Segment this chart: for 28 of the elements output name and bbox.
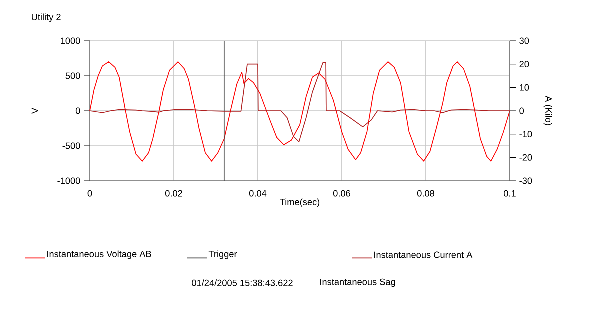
y2-axis-title: A (Kilo) <box>544 96 552 126</box>
legend-label: Instantaneous Current A <box>374 252 473 258</box>
legend-label: Instantaneous Voltage AB <box>48 250 152 260</box>
x-tick-label: 0.04 <box>249 190 267 197</box>
y-tick-label: -500 <box>62 142 80 150</box>
x-tick-label: 0.06 <box>333 190 350 197</box>
line-series <box>90 62 510 142</box>
y2-tick-label: -10 <box>520 131 532 138</box>
y-tick-label: 1000 <box>61 38 80 44</box>
x-axis-title: Time(sec) <box>280 198 320 208</box>
x-tick-label: 0.1 <box>504 190 516 197</box>
text: 01/24/2005 15:38:43.622 <box>192 280 293 286</box>
y2-tick-label: 30 <box>520 38 530 44</box>
y2-tick-label: -30 <box>520 178 532 184</box>
y2-tick-label: 10 <box>520 84 530 91</box>
y-axis-title: V <box>32 108 38 114</box>
x-tick-label: 0.02 <box>165 190 182 197</box>
x-tick-label: 0.08 <box>417 190 434 197</box>
text: Instantaneous Sag <box>320 278 396 288</box>
y2-tick-label: 0 <box>520 108 524 114</box>
legend-label: Trigger <box>208 250 238 260</box>
y-tick-label: 500 <box>66 72 80 80</box>
y2-tick-label: 20 <box>520 61 530 68</box>
y2-tick-label: -20 <box>520 154 532 161</box>
y-tick-label: -1000 <box>58 178 80 184</box>
x-tick-label: 0 <box>88 190 92 197</box>
y-tick-label: 0 <box>76 108 80 114</box>
chart-title: Utility 2 <box>32 14 61 22</box>
